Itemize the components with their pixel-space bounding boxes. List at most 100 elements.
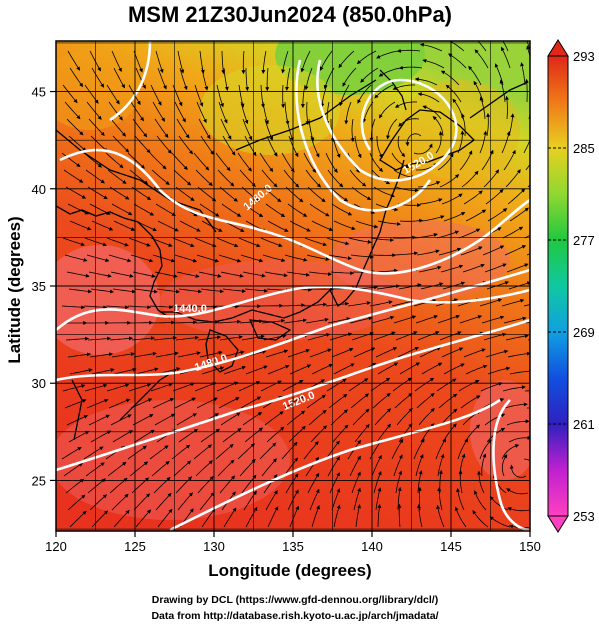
colorbar-max-arrow <box>547 39 569 57</box>
streamline-arrow <box>223 365 246 375</box>
streamline-arrow <box>509 464 527 478</box>
streamline-arrow <box>196 101 207 124</box>
streamline-arrow <box>61 305 86 310</box>
streamline-arrow <box>391 299 415 307</box>
streamline-arrow <box>157 508 173 528</box>
streamline-arrow <box>86 101 102 120</box>
streamline-arrow <box>64 254 88 262</box>
streamline-arrow <box>149 305 174 309</box>
streamline-arrow <box>89 494 107 511</box>
streamline-arrow <box>309 203 330 217</box>
y-tick-label: 25 <box>32 473 46 488</box>
streamline-arrow <box>501 298 525 307</box>
streamline-arrow <box>472 510 489 528</box>
contour-label: 1440.0 <box>173 303 207 315</box>
streamline-arrow <box>506 263 529 273</box>
streamline-arrow <box>506 488 529 495</box>
streamline-arrow <box>157 67 167 90</box>
streamline-arrow <box>480 382 503 392</box>
streamline-arrow <box>303 441 319 460</box>
streamline-arrow <box>176 413 198 426</box>
streamline-arrow <box>266 426 285 443</box>
cool-patch <box>200 65 340 155</box>
streamline-arrow <box>220 412 241 426</box>
streamline-arrow <box>417 181 441 188</box>
streamline-arrow <box>128 383 152 392</box>
streamline-arrow <box>90 288 114 294</box>
streamline-arrow <box>436 230 460 239</box>
streamline-arrow <box>527 339 530 341</box>
streamline-arrow <box>133 203 155 216</box>
streamline-arrow <box>130 101 144 122</box>
streamline-arrow <box>64 101 81 120</box>
streamline-arrow <box>194 84 204 107</box>
streamline-arrow <box>503 316 527 324</box>
streamline-arrow <box>150 382 173 392</box>
streamline-arrow <box>108 254 132 263</box>
streamline-arrow <box>441 193 463 205</box>
streamline-arrow <box>524 234 530 239</box>
streamline-arrow <box>173 460 192 477</box>
streamline-arrow <box>398 283 422 290</box>
streamline-arrow <box>413 438 425 460</box>
streamline-arrow <box>448 53 467 69</box>
streamline-arrow <box>63 169 84 183</box>
streamline-arrow <box>435 131 443 154</box>
kyushu-coast <box>205 329 239 373</box>
x-axis-ticks: 120 125 130 135 140 145 150 <box>45 531 541 554</box>
streamline-arrow <box>445 84 462 103</box>
streamline-arrow <box>222 288 247 293</box>
streamline-arrow <box>331 203 353 216</box>
streamline-arrow <box>330 409 349 426</box>
streamline-arrow <box>90 430 112 443</box>
streamline-arrow <box>327 317 351 324</box>
streamline-arrow <box>68 288 92 294</box>
streamline-arrow <box>178 428 199 443</box>
streamline-arrow <box>483 169 500 188</box>
streamline-arrow <box>362 101 374 123</box>
streamline-arrow <box>194 382 217 392</box>
streamline-arrow <box>222 428 242 443</box>
streamline-arrow <box>503 149 516 171</box>
streamline-arrow <box>489 495 509 511</box>
cool-patch <box>56 50 140 130</box>
korea-coast <box>56 205 171 319</box>
streamline-arrow <box>89 352 113 358</box>
streamline-arrow <box>113 67 126 89</box>
streamline-arrow <box>179 67 188 91</box>
streamline-arrow <box>458 379 480 392</box>
y-tick-label: 35 <box>32 279 46 294</box>
streamline-arrow <box>287 203 308 217</box>
streamline-arrow <box>111 203 133 216</box>
streamline-arrow <box>108 398 131 409</box>
streamline-arrow <box>62 84 78 104</box>
colorbar-tick-label: 277 <box>573 233 595 248</box>
streamline-arrow <box>243 490 257 511</box>
streamline-arrow <box>215 443 234 460</box>
streamline-arrow <box>405 133 422 147</box>
streamline-arrow <box>284 254 308 262</box>
streamline-arrow <box>479 439 492 460</box>
streamline-arrow <box>505 334 529 341</box>
streamline-arrow <box>443 212 466 222</box>
streamline-arrow <box>308 271 333 276</box>
streamline-arrow <box>396 408 413 426</box>
streamline-arrow <box>307 333 331 341</box>
streamline-arrow <box>459 150 473 171</box>
streamline-arrow <box>353 347 376 358</box>
streamline-arrow <box>106 237 129 247</box>
streamline-arrow <box>300 50 311 73</box>
streamline-arrow <box>67 203 89 215</box>
streamline-arrow <box>86 254 110 263</box>
streamline-arrow <box>528 271 530 273</box>
streamline-arrow <box>413 143 433 155</box>
streamline-arrow <box>61 446 82 460</box>
streamline-arrow <box>333 504 341 528</box>
streamline-arrow <box>416 504 423 528</box>
streamline-arrow <box>300 84 306 109</box>
streamline-arrow <box>395 186 419 193</box>
streamline-arrow <box>113 220 136 231</box>
streamline-arrow <box>135 509 152 528</box>
streamline-arrow <box>309 348 332 358</box>
